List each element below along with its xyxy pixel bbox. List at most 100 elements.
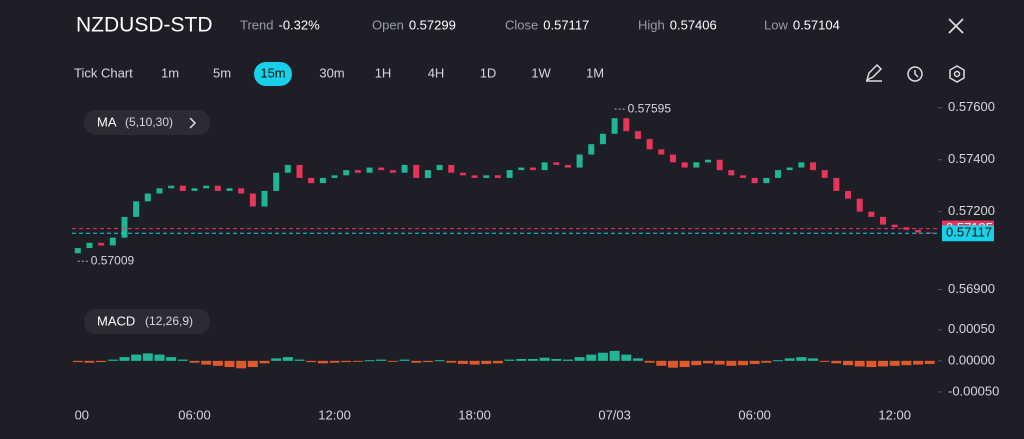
macd-bar	[562, 359, 573, 361]
macd-bar	[294, 359, 305, 361]
macd-bar	[72, 360, 83, 363]
macd-bar	[597, 352, 608, 361]
x-tick-label: 06:00	[738, 407, 771, 422]
interval[interactable]: 4H	[428, 65, 445, 80]
candle	[541, 162, 548, 171]
candle	[564, 164, 571, 168]
candle	[459, 172, 466, 176]
candle	[203, 185, 210, 189]
macd-params[interactable]: (12,26,9)	[145, 314, 193, 328]
annotation: 0.57595	[628, 101, 672, 115]
candle	[168, 185, 175, 189]
interval[interactable]: 30m	[319, 65, 344, 80]
stat-label: Low	[764, 17, 788, 32]
candle	[880, 216, 887, 225]
y-tick-label: 0.00050	[948, 321, 995, 336]
draw-icon[interactable]	[865, 63, 883, 82]
candle	[354, 170, 361, 173]
annotation: 0.57009	[91, 253, 135, 267]
stat-value: 0.57104	[793, 17, 840, 32]
candle	[424, 170, 431, 178]
stat-value: 0.57299	[409, 17, 456, 32]
macd-bar	[376, 359, 387, 361]
macd-bar	[107, 359, 118, 361]
chevron	[189, 117, 197, 129]
y-tick-label: -0.00050	[948, 383, 999, 398]
macd-bar	[259, 360, 270, 364]
macd-bar	[924, 360, 935, 364]
ma-params[interactable]: (5,10,30)	[125, 115, 173, 129]
candle	[389, 170, 396, 173]
close-button[interactable]	[948, 18, 964, 34]
candle	[833, 177, 840, 191]
candle	[179, 185, 186, 191]
candle	[319, 177, 326, 184]
candle	[576, 154, 583, 168]
candle	[249, 193, 256, 207]
candle	[448, 164, 455, 173]
candle	[786, 167, 793, 171]
macd-bar	[446, 360, 457, 363]
interval[interactable]: 1W	[531, 65, 551, 80]
candle	[704, 159, 711, 163]
macd-bar	[271, 358, 282, 361]
macd-bar	[177, 359, 188, 361]
candle	[728, 170, 735, 176]
macd-bar	[889, 360, 900, 366]
interval[interactable]: 1H	[375, 65, 392, 80]
ma-pill[interactable]	[84, 110, 210, 135]
macd-bar	[422, 360, 433, 363]
x-tick-label: 12:00	[878, 407, 911, 422]
macd-bar	[189, 360, 200, 363]
candle	[226, 188, 233, 191]
macd-bar	[154, 354, 165, 361]
macd-bar	[679, 360, 690, 368]
price-tag-label: 0.57117	[946, 225, 992, 240]
candle	[763, 177, 770, 184]
candle	[214, 185, 221, 191]
macd-bar	[201, 360, 212, 365]
candle	[915, 229, 922, 233]
interval[interactable]: 5m	[213, 65, 231, 80]
macd-bar	[492, 360, 503, 364]
macd-bar	[901, 360, 912, 366]
candle	[144, 193, 151, 202]
macd-pill[interactable]	[84, 309, 210, 334]
candle	[611, 118, 618, 134]
macd-bar	[411, 360, 422, 363]
x-tick-label: 18:00	[458, 407, 491, 422]
macd-bar	[784, 358, 795, 361]
interval[interactable]: 1D	[480, 65, 497, 80]
macd-bar	[352, 360, 363, 362]
candle	[494, 175, 501, 178]
candle	[273, 172, 280, 191]
stat-value: -0.32%	[278, 17, 320, 32]
candle	[401, 164, 408, 173]
macd-bar	[854, 360, 865, 367]
x-tick-label: 07/03	[598, 407, 631, 422]
interval[interactable]: 1M	[586, 65, 604, 80]
candle	[623, 118, 630, 132]
macd-bar	[457, 360, 468, 364]
macd-bar	[773, 360, 783, 362]
macd-bar	[282, 357, 293, 361]
candle	[529, 167, 536, 171]
interval[interactable]: 15m	[260, 65, 285, 80]
candle	[845, 190, 852, 199]
candle	[891, 224, 898, 228]
timer-icon[interactable]	[907, 66, 923, 82]
settings-icon[interactable]	[949, 65, 965, 83]
ma-label[interactable]: MA	[97, 114, 117, 129]
macd-bar	[866, 360, 877, 368]
macd-bar	[761, 360, 772, 363]
y-tick-label: 0.57200	[948, 203, 995, 218]
macd-bar	[481, 360, 492, 364]
macd-bar	[306, 360, 317, 363]
macd-label[interactable]: MACD	[97, 313, 135, 328]
interval[interactable]: 1m	[161, 65, 179, 80]
macd-bar	[878, 360, 889, 367]
candle	[86, 242, 93, 249]
tick-chart[interactable]: Tick Chart	[74, 65, 133, 80]
